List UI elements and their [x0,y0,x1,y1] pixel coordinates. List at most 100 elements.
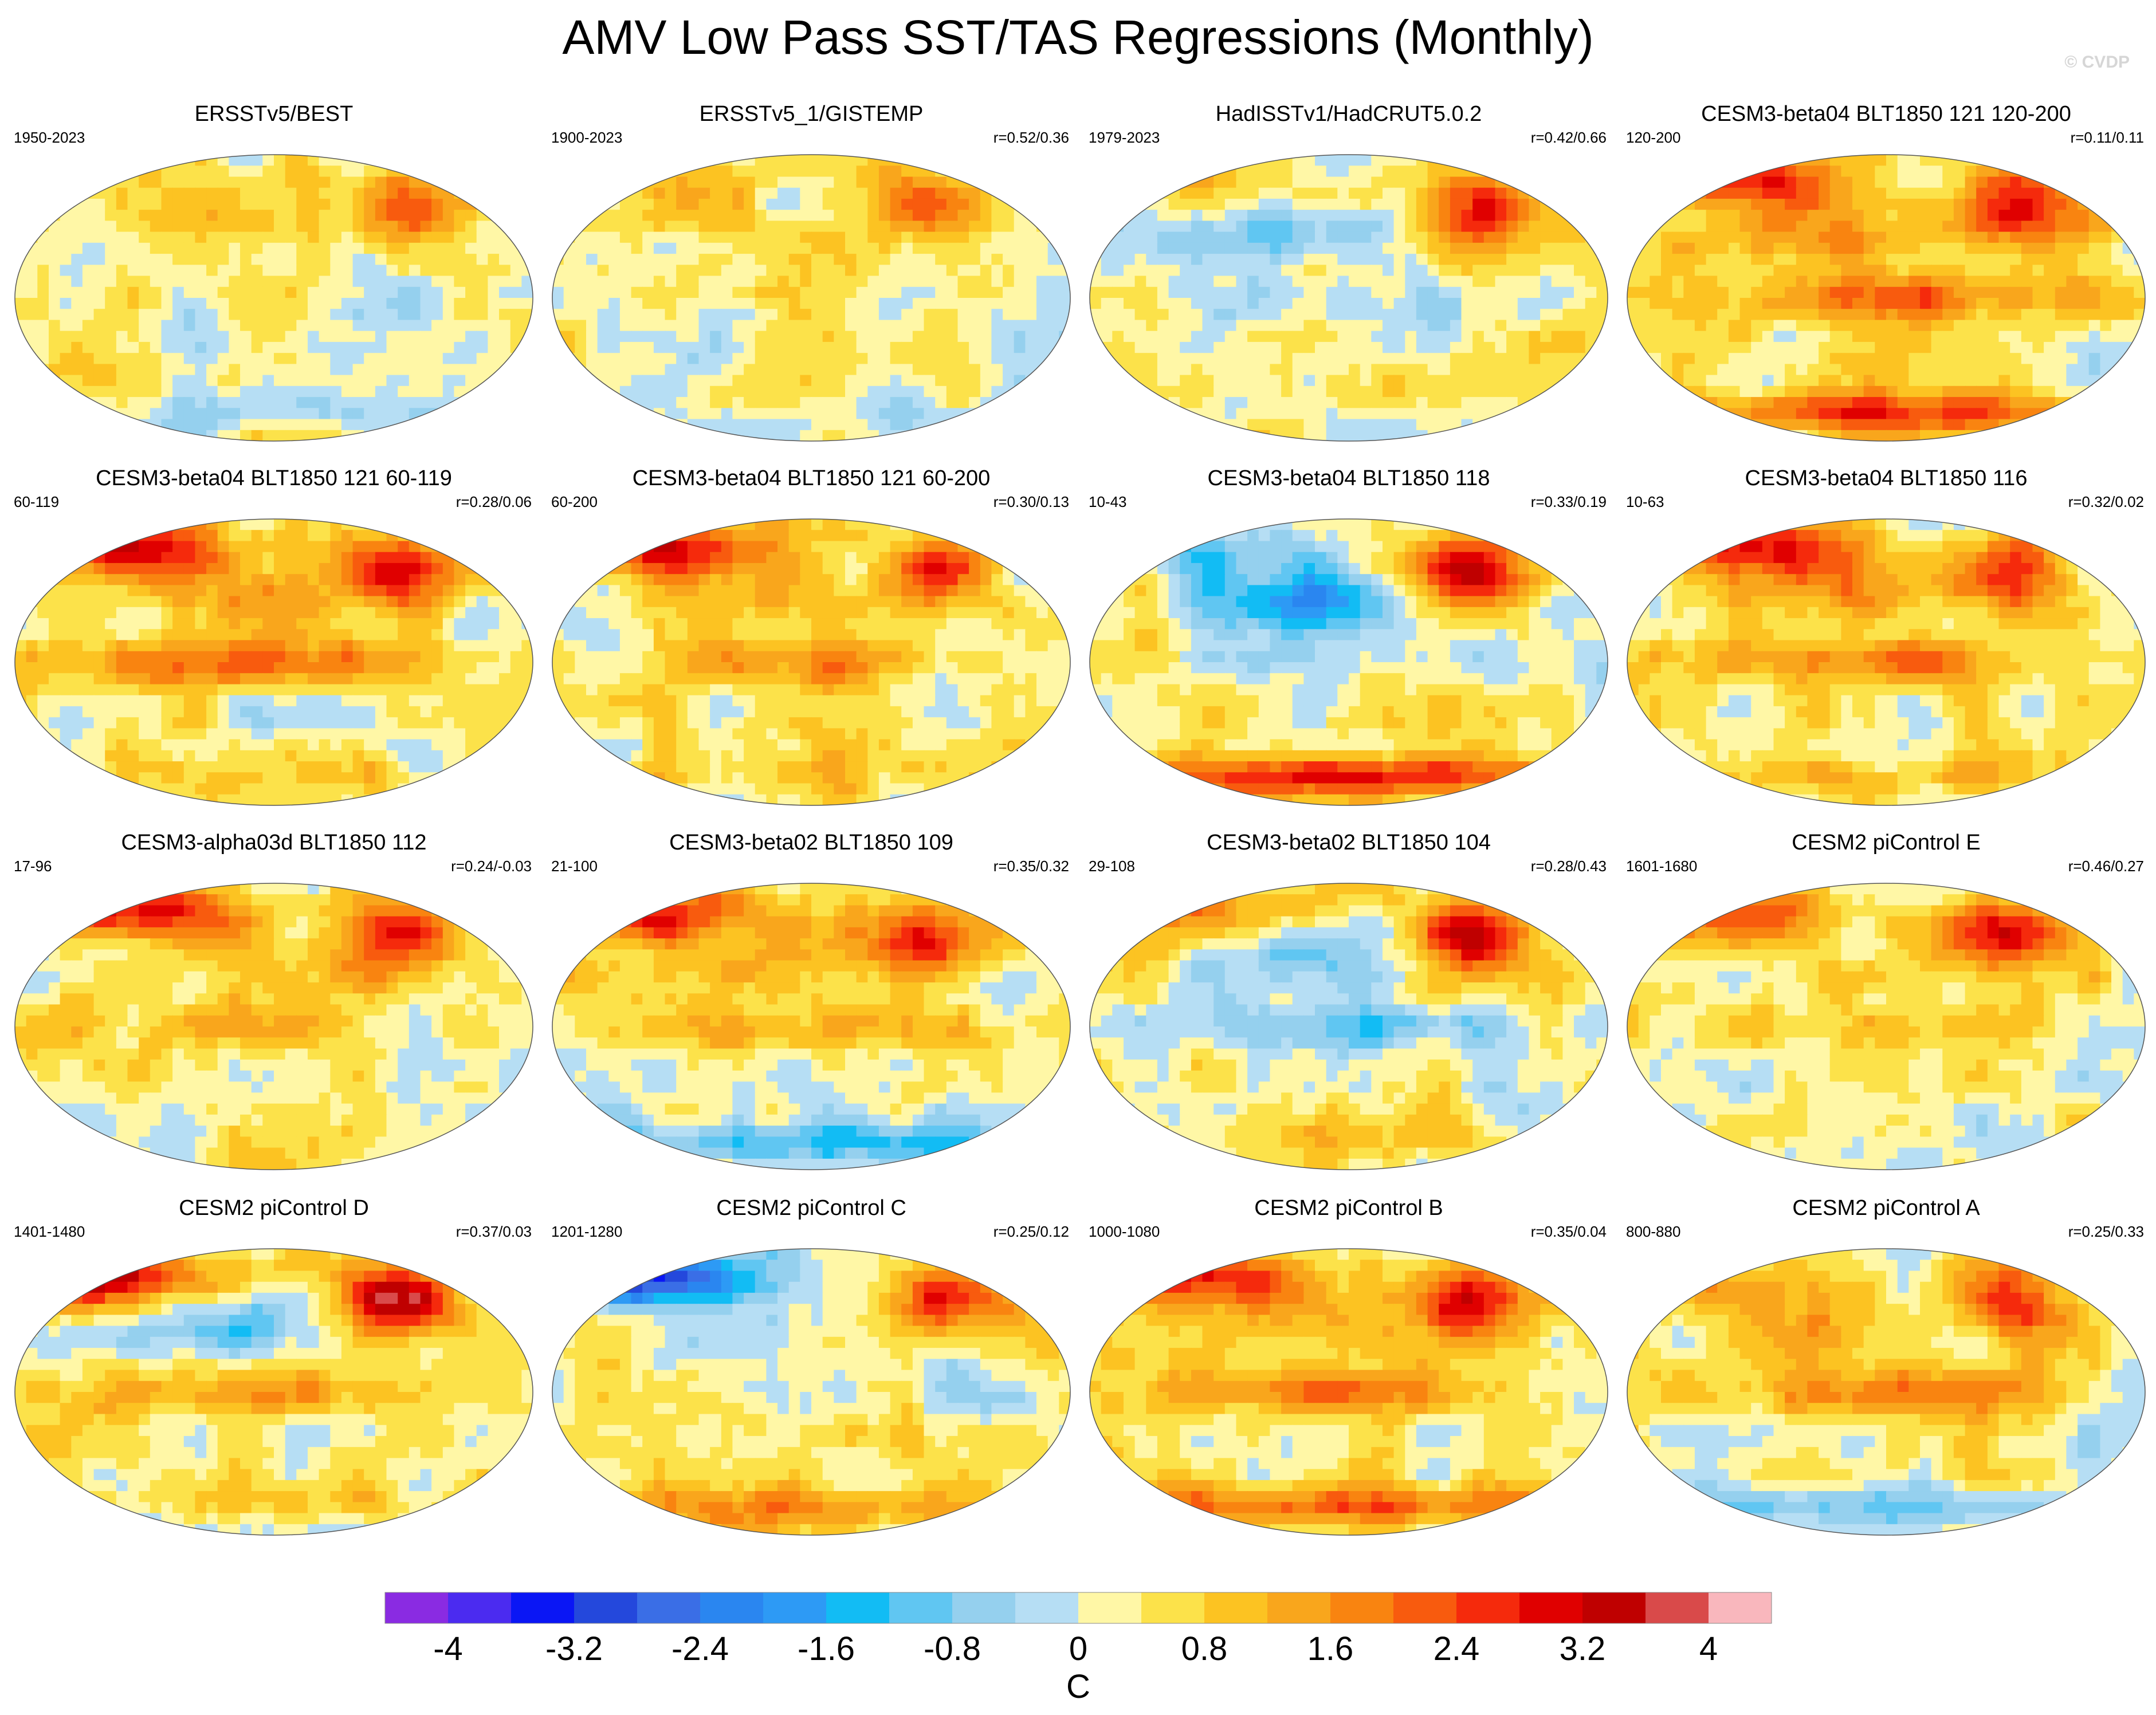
panel-period: 800-880 [1626,1223,1681,1240]
robinson-map [552,1248,1071,1536]
panel-period: 60-200 [551,493,598,510]
panel-title: CESM3-beta04 BLT1850 118 [1207,466,1490,490]
colorbar-swatch [1519,1592,1583,1623]
colorbar-swatch [1078,1592,1142,1623]
panel-correlation: r=0.35/0.32 [993,858,1069,875]
map-panel: CESM3-beta04 BLT1850 116 10-63 r=0.32/0.02 [1617,465,2155,820]
map-panel: CESM2 piControl B 1000-1080 r=0.35/0.04 [1079,1195,1618,1550]
colorbar-tick-label: -4 [433,1630,463,1667]
panel-title: CESM2 piControl E [1792,831,1981,855]
panel-correlation: r=0.25/0.33 [2068,1223,2144,1240]
colorbar-swatch [1709,1592,1772,1623]
colorbar-swatch [826,1592,890,1623]
colorbar-swatch [889,1592,953,1623]
robinson-map [1089,1248,1608,1536]
robinson-map [1627,518,2146,806]
panel-correlation: r=0.11/0.11 [2070,129,2144,146]
map-border [1089,518,1608,806]
map-border [1089,154,1608,442]
map-panel: CESM3-beta02 BLT1850 104 29-108 r=0.28/0.4… [1079,829,1618,1185]
robinson-map [552,518,1071,806]
panel-title: CESM3-beta04 BLT1850 116 [1745,466,2028,490]
map-border [1627,883,2146,1170]
colorbar-tick-label: 0 [1069,1630,1087,1667]
map-panel: ERSSTv5/BEST 1950-2023 [5,101,543,456]
map-border [14,518,533,806]
map-panel: HadISSTv1/HadCRUT5.0.2 1979-2023 r=0.42/0.… [1079,101,1618,456]
colorbar-tick-label: 2.4 [1434,1630,1480,1667]
panel-period: 1900-2023 [551,129,623,146]
colorbar-tick-label: 3.2 [1560,1630,1606,1667]
map-panel: CESM3-beta04 BLT1850 121 60-200 60-200 r=0… [542,465,1081,820]
panel-period: 1979-2023 [1089,129,1160,146]
panel-title: CESM3-beta04 BLT1850 121 60-119 [96,466,452,490]
panel-title: CESM2 piControl B [1254,1196,1443,1220]
map-border [1627,518,2146,806]
panel-title: CESM3-beta04 BLT1850 121 120-200 [1701,102,2071,126]
colorbar-swatch [574,1592,638,1623]
colorbar-units-label: C [1066,1668,1090,1705]
colorbar-swatch [1456,1592,1520,1623]
colorbar-swatch [952,1592,1016,1623]
panel-period: 120-200 [1626,129,1681,146]
panel-correlation: r=0.28/0.06 [455,493,532,510]
page-title: AMV Low Pass SST/TAS Regressions (Monthl… [562,10,1594,64]
colorbar-swatch [1141,1592,1205,1623]
panel-title: CESM2 piControl D [179,1196,369,1220]
map-panel: CESM3-beta04 BLT1850 121 120-200 120-200 r… [1617,101,2155,456]
map-panel: ERSSTv5_1/GISTEMP 1900-2023 r=0.52/0.36 [542,101,1081,456]
colorbar-tick-label: -1.6 [798,1630,855,1667]
map-panel: CESM2 piControl E 1601-1680 r=0.46/0.27 [1617,829,2155,1185]
map-panel: CESM2 piControl A 800-880 r=0.25/0.33 [1617,1195,2155,1550]
map-border [1089,883,1608,1170]
colorbar-swatch [448,1592,512,1623]
panel-correlation: r=0.25/0.12 [993,1223,1069,1240]
map-border [1627,1248,2146,1536]
panel-period: 10-43 [1089,493,1127,510]
panel-title: ERSSTv5_1/GISTEMP [699,102,924,126]
map-panel: CESM3-beta02 BLT1850 109 21-100 r=0.35/0.3… [542,829,1081,1185]
map-border [552,883,1071,1170]
panel-period: 1201-1280 [551,1223,623,1240]
map-border [552,518,1071,806]
panel-title: ERSSTv5/BEST [194,102,354,126]
watermark: © CVDP [2064,53,2130,72]
robinson-map [14,1248,533,1536]
panel-correlation: r=0.35/0.04 [1530,1223,1607,1240]
panel-title: CESM3-beta02 BLT1850 109 [669,831,953,855]
panel-title: CESM3-alpha03d BLT1850 112 [121,831,427,855]
colorbar-swatch [700,1592,764,1623]
map-panel: CESM3-alpha03d BLT1850 112 17-96 r=0.24/-0… [5,829,543,1185]
map-panel: CESM3-beta04 BLT1850 121 60-119 60-119 r=0… [5,465,543,820]
panel-title: CESM3-beta04 BLT1850 121 60-200 [632,466,991,490]
panel-correlation: r=0.37/0.03 [455,1223,532,1240]
map-border [1627,154,2146,442]
colorbar-tick-label: 4 [1699,1630,1718,1667]
panel-period: 1601-1680 [1626,858,1698,875]
panel-correlation: r=0.52/0.36 [993,129,1069,146]
panel-period: 10-63 [1626,493,1664,510]
panel-period: 60-119 [14,493,60,510]
colorbar-swatch [1330,1592,1394,1623]
map-border [14,154,533,442]
panel-period: 1950-2023 [14,129,85,146]
panel-correlation: r=0.33/0.19 [1530,493,1607,510]
robinson-map [552,154,1071,442]
map-border [1089,1248,1608,1536]
panel-correlation: r=0.42/0.66 [1530,129,1607,146]
colorbar-swatch [1015,1592,1079,1623]
robinson-map [1089,518,1608,806]
colorbar-tick-label: -2.4 [671,1630,729,1667]
colorbar-tick-label: -0.8 [924,1630,981,1667]
panel-period: 1401-1480 [14,1223,85,1240]
panel-correlation: r=0.32/0.02 [2068,493,2144,510]
panel-period: 21-100 [551,858,598,875]
panel-correlation: r=0.46/0.27 [2068,858,2144,875]
colorbar-swatch [1393,1592,1457,1623]
robinson-map [1627,154,2146,442]
panel-correlation: r=0.28/0.43 [1530,858,1607,875]
panel-title: CESM2 piControl A [1792,1196,1980,1220]
map-border [552,154,1071,442]
panel-period: 17-96 [14,858,52,875]
